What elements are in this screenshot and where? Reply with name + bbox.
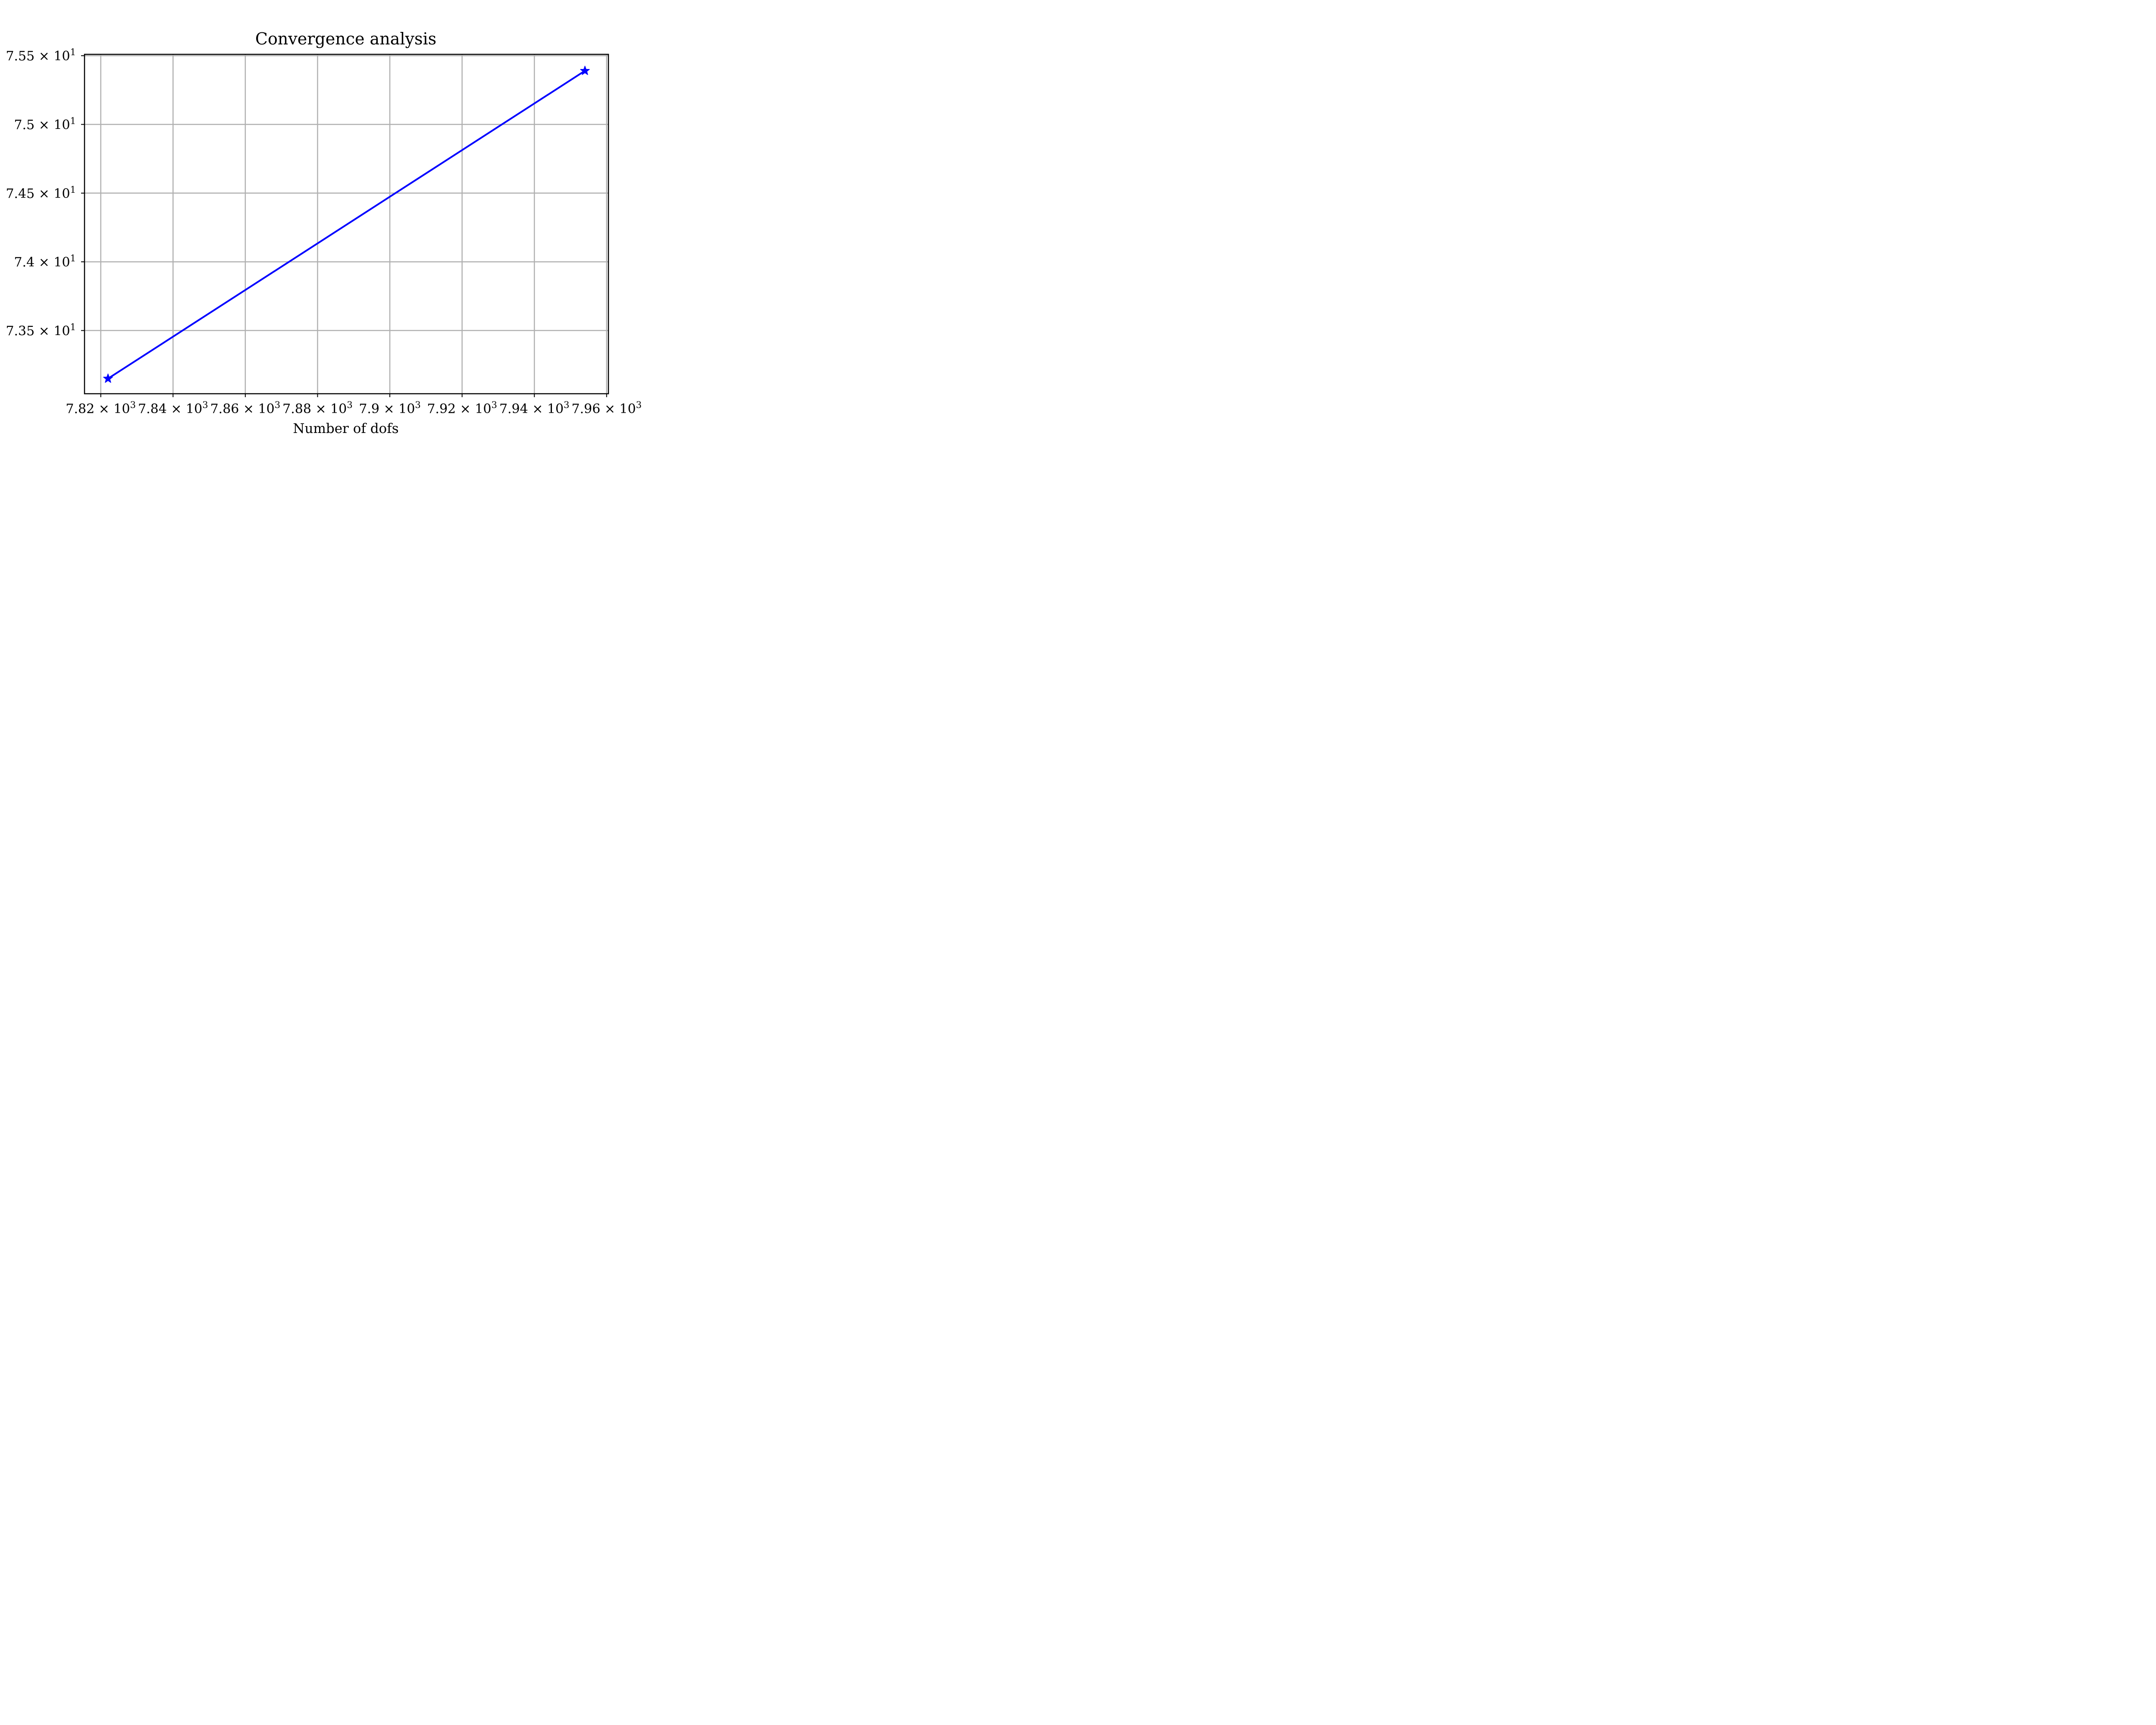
grid [85,54,608,394]
x-tick-label: 7.88 × 103 [282,400,353,417]
series-line [107,70,586,380]
data-point-star [580,66,590,75]
y-tick-label: 7.45 × 101 [6,185,76,201]
chart: Convergence analysis 7.82 × 103 7.84 × 10… [6,29,642,436]
plot-frame [84,53,609,395]
y-tick-label: 7.5 × 101 [14,116,76,132]
x-tick-label: 7.92 × 103 [427,400,497,417]
x-axis: 7.82 × 103 7.84 × 103 7.86 × 103 7.88 × 103… [66,394,642,417]
y-tick-label: 7.55 × 101 [6,47,76,64]
x-tick-label: 7.9 × 103 [359,400,420,417]
x-tick-label: 7.96 × 103 [572,400,642,417]
series-layer [103,66,590,383]
chart-title: Convergence analysis [255,29,436,48]
y-axis: 7.35 × 101 7.4 × 101 7.45 × 101 7.5 × 101 7.… [6,47,85,339]
y-tick-label: 7.4 × 101 [14,253,76,270]
x-tick-label: 7.84 × 103 [138,400,208,417]
x-axis-title: Number of dofs [293,421,398,436]
x-tick-label: 7.82 × 103 [66,400,136,417]
data-point-star [103,373,113,383]
x-tick-label: 7.94 × 103 [499,400,570,417]
y-tick-label: 7.35 × 101 [6,322,76,339]
x-tick-label: 7.86 × 103 [210,400,281,417]
